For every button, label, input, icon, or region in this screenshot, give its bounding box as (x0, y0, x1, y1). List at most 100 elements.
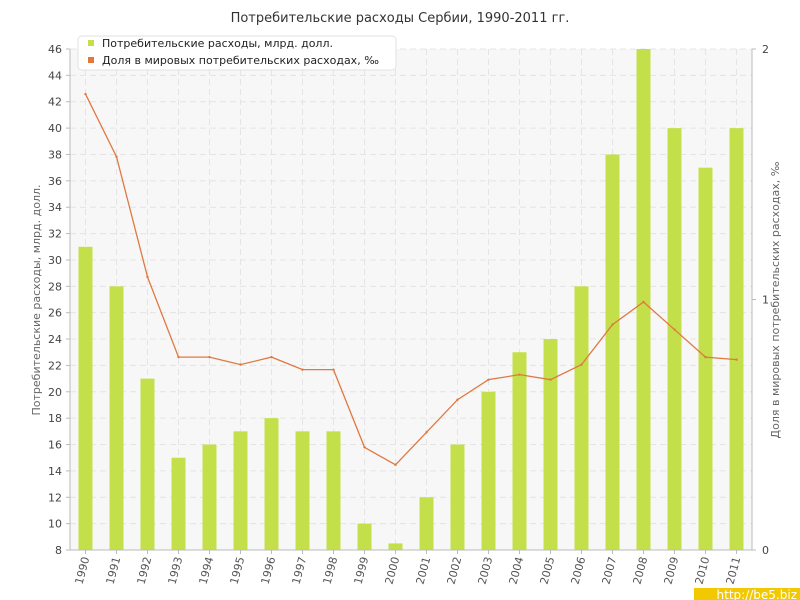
watermark-text: http://be5.biz (717, 588, 797, 600)
line-point (673, 328, 676, 331)
line-point (239, 363, 242, 366)
line-point (611, 323, 614, 326)
y-tick-label: 20 (48, 386, 62, 399)
x-tick-label: 1994 (197, 555, 217, 585)
line-point (146, 275, 149, 279)
x-tick-label: 1996 (259, 555, 279, 585)
watermark: http://be5.biz (694, 588, 800, 600)
bar (388, 543, 403, 550)
chart-title: Потребительские расходы Сербии, 1990-201… (231, 11, 570, 26)
line-point (735, 358, 738, 361)
y2-tick-label: 1 (762, 294, 769, 307)
line-point (425, 431, 428, 434)
bar (636, 49, 651, 550)
y-tick-label: 38 (48, 148, 62, 161)
share-line (84, 93, 737, 466)
x-tick-label: 1999 (352, 555, 372, 585)
line-point (208, 355, 211, 359)
bar (171, 457, 186, 550)
legend-swatch-consumption (88, 40, 94, 46)
line-point (549, 378, 552, 381)
y-tick-label: 16 (48, 439, 62, 452)
x-tick-label: 2008 (631, 555, 651, 585)
bar (605, 154, 620, 550)
x-tick-label: 1991 (104, 555, 124, 585)
legend: Потребительские расходы, млрд. долл. Дол… (77, 35, 397, 71)
x-tick-label: 2004 (507, 555, 527, 585)
bar (543, 339, 558, 550)
y2-axis-label: Доля в мировых потребительских расходах,… (769, 161, 782, 438)
line-point (363, 446, 366, 449)
y-tick-label: 10 (48, 518, 62, 531)
x-tick-label: 1997 (290, 555, 310, 585)
y-tick-label: 8 (55, 544, 62, 557)
bar (78, 246, 93, 550)
line-point (456, 398, 459, 401)
bar (450, 444, 465, 550)
line-point (642, 300, 645, 304)
x-tick-label: 1998 (321, 555, 341, 585)
y2-tick-label: 0 (762, 544, 769, 557)
line-point (518, 373, 521, 376)
line-point (301, 368, 304, 371)
y-tick-label: 14 (48, 465, 62, 478)
x-axis-ticks: 1990 1991 1992 1993 1994 1995 1996 1997 1998 1999… (73, 550, 743, 586)
x-tick-label: 2001 (414, 555, 434, 585)
y-tick-label: 36 (48, 175, 62, 188)
left-axis-ticks: 8 10 12 14 16 18 20 22 24 26 28 30 32 34 36 38 40 42 44 46 (48, 43, 70, 557)
bar (109, 286, 124, 550)
y-tick-label: 46 (48, 43, 62, 56)
bar (140, 378, 155, 550)
line-point (270, 355, 273, 359)
y-tick-label: 34 (48, 201, 62, 214)
x-tick-label: 2003 (476, 555, 496, 585)
legend-label-share: Доля в мировых потребительских расходах,… (102, 54, 379, 67)
x-tick-label: 2000 (383, 555, 403, 585)
x-tick-label: 1992 (135, 555, 155, 585)
legend-label-consumption: Потребительские расходы, млрд. долл. (102, 37, 333, 50)
legend-box (77, 35, 397, 71)
y-tick-label: 24 (48, 333, 62, 346)
bar (667, 128, 682, 550)
bar (574, 286, 589, 550)
bar (729, 128, 744, 550)
y-tick-label: 26 (48, 307, 62, 320)
x-tick-label: 1990 (73, 555, 93, 585)
legend-swatch-share (88, 57, 94, 63)
right-axis-ticks: 0 1 2 (752, 43, 769, 557)
line-point (84, 92, 87, 96)
bar (233, 431, 248, 550)
bar (512, 352, 527, 550)
grid-lines (70, 48, 752, 550)
line-point (394, 463, 397, 467)
x-tick-label: 1993 (166, 555, 186, 585)
watermark-background (694, 588, 800, 600)
line-point (177, 355, 180, 359)
y-axis-label: Потребительские расходы, млрд. долл. (30, 185, 43, 416)
y-tick-label: 28 (48, 280, 62, 293)
y-tick-label: 32 (48, 228, 62, 241)
bar (264, 418, 279, 550)
line-series (84, 92, 738, 467)
bar (202, 444, 217, 550)
y-tick-label: 42 (48, 96, 62, 109)
bar (357, 523, 372, 550)
bar (481, 391, 496, 550)
y-tick-label: 30 (48, 254, 62, 267)
line-point (115, 155, 118, 158)
x-tick-label: 2005 (538, 555, 558, 585)
y-tick-label: 22 (48, 359, 62, 372)
y-tick-label: 12 (48, 491, 62, 504)
x-tick-label: 1995 (228, 555, 248, 585)
bar (698, 167, 713, 550)
line-point (487, 378, 490, 381)
line-point (580, 363, 583, 366)
bar (419, 497, 434, 550)
bar-series (78, 49, 744, 550)
line-point (704, 355, 707, 359)
x-tick-label: 2010 (693, 555, 713, 585)
bar (295, 431, 310, 550)
y-tick-label: 18 (48, 412, 62, 425)
x-tick-label: 2002 (445, 555, 465, 585)
